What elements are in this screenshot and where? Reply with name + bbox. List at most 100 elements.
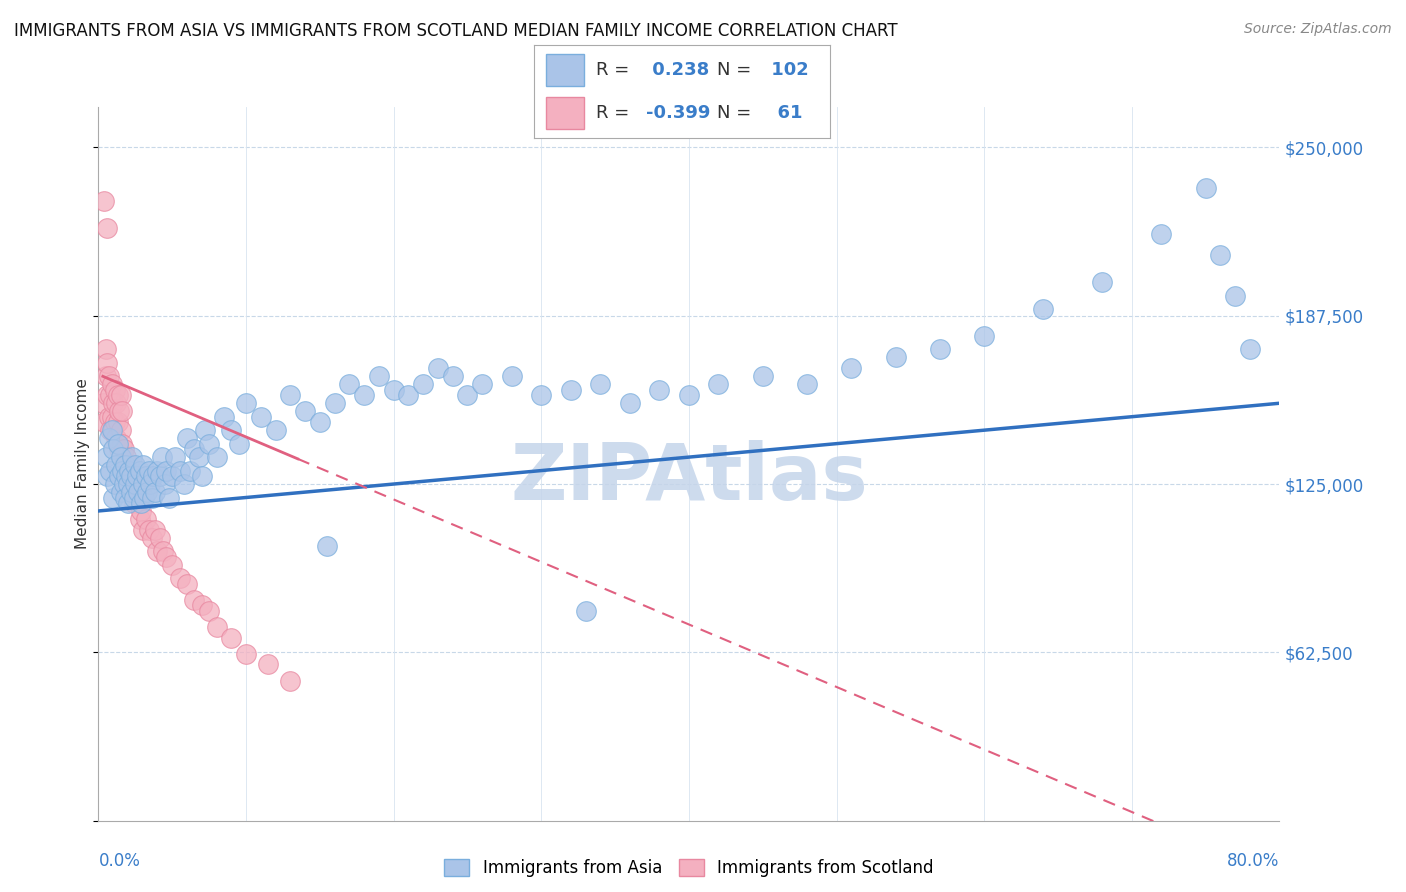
Point — [112, 442, 135, 456]
Point — [134, 491, 156, 505]
Point — [118, 458, 141, 473]
Point — [103, 423, 125, 437]
Point — [91, 396, 114, 410]
Point — [353, 388, 375, 402]
Text: -0.399: -0.399 — [647, 104, 711, 122]
Point — [205, 620, 228, 634]
Point — [176, 576, 198, 591]
Point — [129, 496, 152, 510]
Point — [194, 423, 217, 437]
Point — [162, 469, 183, 483]
Point — [323, 396, 346, 410]
Text: N =: N = — [717, 61, 752, 78]
Point — [169, 464, 191, 478]
Point — [100, 423, 122, 437]
Point — [412, 377, 434, 392]
Point — [155, 464, 177, 478]
Point — [973, 329, 995, 343]
Point — [117, 469, 139, 483]
Y-axis label: Median Family Income: Median Family Income — [75, 378, 90, 549]
Point — [98, 388, 121, 402]
Point — [257, 657, 280, 672]
Point — [751, 369, 773, 384]
Text: R =: R = — [596, 61, 630, 78]
Point — [1223, 288, 1246, 302]
Text: 0.238: 0.238 — [647, 61, 710, 78]
Point — [183, 442, 205, 456]
Point — [96, 356, 118, 370]
Point — [368, 369, 391, 384]
Point — [153, 477, 176, 491]
Point — [97, 431, 120, 445]
Point — [125, 469, 148, 483]
Point — [191, 469, 214, 483]
Point — [98, 423, 121, 437]
Point — [114, 458, 136, 473]
Point — [235, 647, 257, 661]
Point — [115, 450, 138, 464]
Point — [707, 377, 730, 392]
Point — [108, 442, 131, 456]
Text: N =: N = — [717, 104, 752, 122]
Text: 102: 102 — [765, 61, 808, 78]
Point — [110, 485, 132, 500]
Point — [93, 415, 115, 429]
Point — [796, 377, 818, 392]
Point — [309, 415, 332, 429]
Point — [278, 388, 302, 402]
Point — [382, 383, 405, 397]
Point — [136, 485, 159, 500]
Point — [96, 388, 118, 402]
Point — [128, 464, 150, 478]
Point — [152, 544, 174, 558]
Point — [110, 423, 132, 437]
Point — [104, 383, 127, 397]
Point — [114, 464, 136, 478]
Point — [157, 491, 180, 505]
Point — [1150, 227, 1173, 241]
Point — [198, 436, 221, 450]
Point — [198, 604, 221, 618]
Point — [111, 464, 134, 478]
Point — [105, 431, 128, 445]
Text: ZIPAtlas: ZIPAtlas — [510, 440, 868, 516]
Point — [530, 388, 553, 402]
Point — [150, 450, 173, 464]
Point — [501, 369, 523, 384]
Point — [1032, 301, 1054, 316]
Point — [589, 377, 612, 392]
Point — [107, 436, 129, 450]
Point — [138, 523, 160, 537]
Point — [114, 491, 136, 505]
Point — [94, 450, 117, 464]
Point — [96, 221, 118, 235]
Point — [132, 523, 155, 537]
Point — [143, 523, 166, 537]
Point — [94, 369, 117, 384]
Point — [456, 388, 478, 402]
Point — [124, 458, 146, 473]
Point — [1209, 248, 1232, 262]
Point — [127, 485, 149, 500]
Point — [219, 631, 242, 645]
Point — [619, 396, 641, 410]
Text: Source: ZipAtlas.com: Source: ZipAtlas.com — [1244, 22, 1392, 37]
Point — [97, 409, 120, 424]
Point — [115, 469, 138, 483]
Point — [146, 544, 169, 558]
Point — [121, 469, 143, 483]
Point — [111, 404, 134, 418]
Point — [212, 409, 235, 424]
Point — [128, 512, 150, 526]
Point — [120, 485, 142, 500]
Point — [97, 369, 120, 384]
Point — [141, 491, 163, 505]
Point — [104, 415, 127, 429]
Point — [132, 477, 155, 491]
Text: 61: 61 — [765, 104, 801, 122]
Point — [235, 396, 257, 410]
Point — [117, 496, 139, 510]
Point — [96, 469, 118, 483]
Point — [1239, 343, 1261, 357]
Point — [117, 477, 139, 491]
